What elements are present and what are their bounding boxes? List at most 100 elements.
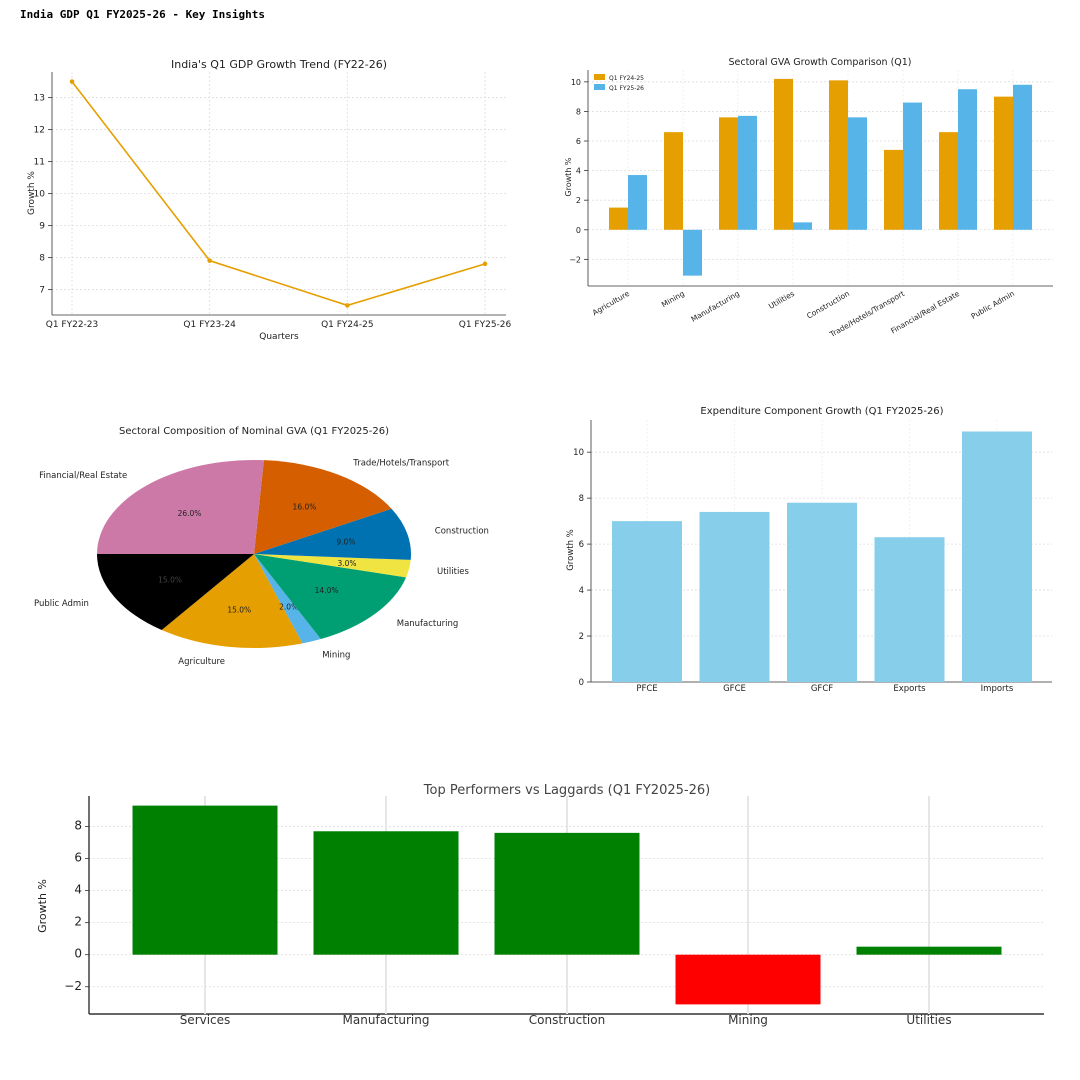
x-tick-label: Manufacturing [343,1013,430,1027]
bar [962,431,1032,682]
chart-title: Sectoral GVA Growth Comparison (Q1) [728,57,911,68]
x-tick-label: Exports [893,684,926,694]
gva-composition-pie-chart: 15.0% Agriculture 2.0% Mining 14.0% Manufactu… [34,426,489,667]
legend-swatch [594,74,605,80]
bar [994,96,1013,230]
y-tick-label: 10 [571,78,581,87]
bar [848,117,867,230]
slice-pct-label: 2.0% [279,602,298,611]
slice-label: Construction [435,526,489,536]
y-axis-label: Growth % [566,529,576,571]
page-title: India GDP Q1 FY2025-26 - Key Insights [20,8,266,21]
gdp-trend-line-chart: 7 8 9 10 11 12 13 Q1 FY22-23 Q1 FY23-24 Q1 FY24-2… [27,58,512,342]
bar [738,115,757,230]
x-axis-label: Quarters [259,332,299,342]
bar [884,149,903,230]
slice-pct-label: 9.0% [336,538,355,547]
y-tick-label: 8 [579,494,584,504]
slice-pct-label: 3.0% [338,559,357,568]
pie-slice [97,554,254,631]
y-tick-label: 8 [39,253,45,263]
bar [939,132,958,230]
x-tick-label: Services [180,1013,231,1027]
bar [612,521,682,682]
bar [628,175,647,230]
y-tick-label: 2 [579,632,584,642]
x-tick-label: Public Admin [970,289,1017,321]
slice-label: Manufacturing [397,619,459,629]
pie-slice [97,460,264,554]
y-tick-label: 6 [576,137,581,146]
bar [675,954,821,1005]
y-tick-label: 2 [74,915,82,929]
x-tick-label: Q1 FY24-25 [321,320,374,330]
x-tick-label: Construction [529,1013,605,1027]
expenditure-growth-bar-chart: 0 2 4 6 8 10 PFCE GFCE GFCF Exports Imports Expendi… [566,406,1052,694]
x-tick-label: Imports [981,684,1014,694]
x-tick-label: PFCE [636,684,657,694]
y-tick-label: 11 [34,158,45,168]
sectoral-gva-bar-chart: −2 0 2 4 6 8 10 Agriculture Mining Manufacturing U… [564,57,1053,340]
chart-title: India's Q1 GDP Growth Trend (FY22-26) [171,58,387,71]
bar [609,207,628,230]
x-tick-label: Utilities [906,1013,951,1027]
y-tick-label: 10 [573,448,584,458]
x-tick-label: GFCF [811,684,833,694]
slice-label: Trade/Hotels/Transport [352,459,449,469]
bar [829,80,848,230]
data-point [345,303,350,308]
data-point [69,79,75,84]
slice-pct-label: 16.0% [293,502,317,511]
chart-title: Top Performers vs Laggards (Q1 FY2025-26… [423,783,710,798]
y-tick-label: 2 [576,196,581,205]
y-tick-label: 7 [39,285,45,295]
bar [874,537,945,682]
slice-pct-label: 15.0% [158,576,182,585]
slice-label: Agriculture [178,657,225,667]
x-tick-label: Mining [728,1013,768,1027]
data-point [207,258,212,263]
y-tick-label: 12 [34,126,45,136]
y-axis-label: Growth % [564,157,573,197]
x-tick-label: Q1 FY22-23 [46,320,99,330]
gdp-growth-line [71,81,486,307]
bar [903,102,922,230]
y-tick-label: 0 [579,678,584,688]
bar [699,511,770,682]
data-point [482,261,488,267]
bar [313,831,459,955]
x-tick-label: Q1 FY25-26 [459,320,512,330]
y-tick-label: −2 [64,979,82,993]
y-tick-label: 6 [74,851,82,865]
slice-label: Utilities [437,567,470,577]
slice-label: Financial/Real Estate [39,471,127,481]
y-tick-label: 6 [579,540,584,550]
y-tick-label: 0 [74,947,82,961]
pie-slice [161,554,303,648]
bar [719,117,738,230]
chart-title: Expenditure Component Growth (Q1 FY2025-… [700,406,943,417]
y-tick-label: 4 [74,883,82,897]
slice-pct-label: 14.0% [315,586,339,595]
chart-title: Sectoral Composition of Nominal GVA (Q1 … [119,426,389,437]
legend-label: Q1 FY24-25 [609,75,644,82]
y-axis-label: Growth % [36,879,49,933]
pie-slice [254,460,392,554]
bar [787,502,857,682]
x-tick-label: Construction [805,289,851,321]
pie-slice [254,554,321,644]
x-tick-label: GFCE [723,684,746,694]
bar [132,805,278,955]
pie-slice [254,554,411,578]
bar [774,78,793,230]
y-tick-label: 10 [34,190,46,200]
bar [664,132,683,230]
slice-label: Mining [322,651,350,661]
x-tick-label: Manufacturing [689,289,741,324]
pie-slice [254,508,411,560]
slice-label: Public Admin [34,599,89,609]
x-tick-label: Mining [660,289,686,309]
y-tick-label: 8 [576,107,581,116]
pie-slice [254,554,407,640]
y-tick-label: 4 [579,586,584,596]
